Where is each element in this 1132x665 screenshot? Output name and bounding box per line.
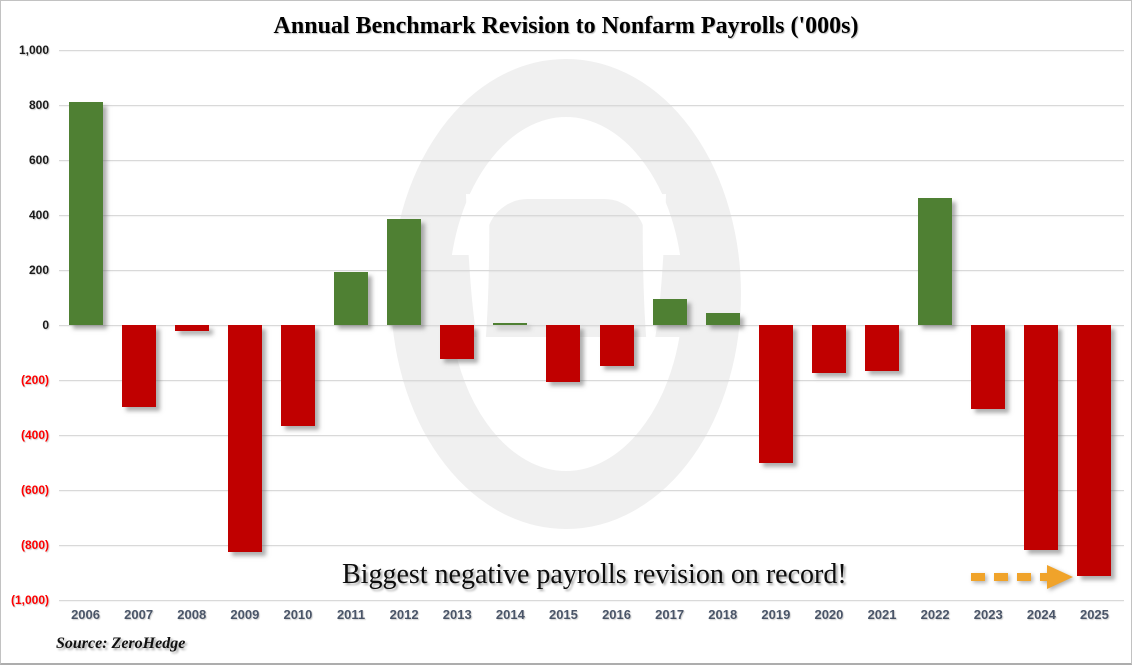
bar-2011: [334, 272, 369, 325]
zerohedge-watermark-logo: [391, 59, 741, 529]
gridline: [59, 325, 1124, 326]
bar-2018: [705, 313, 740, 325]
y-axis-tick-label: 0: [42, 318, 49, 332]
x-axis-tick-label: 2019: [761, 607, 791, 622]
gridline: [59, 435, 1124, 436]
source-credit: Source: ZeroHedge: [56, 635, 186, 652]
x-axis-tick-label: 2022: [920, 607, 950, 622]
bar-2015: [546, 325, 581, 382]
y-axis-tick-label: (1,000): [10, 593, 49, 607]
bar-2022: [918, 197, 953, 325]
y-axis-tick-label: (200): [20, 373, 49, 387]
bar-2007: [121, 325, 156, 407]
bar-2013: [440, 325, 475, 360]
x-axis-tick-label: 2012: [389, 607, 419, 622]
x-axis-tick-label: 2014: [495, 607, 525, 622]
gridline: [59, 600, 1124, 601]
annotation-arrow-icon: [971, 565, 1073, 589]
chart-title: Annual Benchmark Revision to Nonfarm Pay…: [273, 13, 859, 39]
y-axis-tick-label: 600: [28, 153, 49, 167]
bar-2023: [971, 325, 1006, 410]
x-axis-tick-label: 2025: [1079, 607, 1109, 622]
gridline: [59, 160, 1124, 161]
y-axis-tick-label: (400): [20, 428, 49, 442]
gridline: [59, 105, 1124, 106]
x-axis-tick-label: 2024: [1026, 607, 1056, 622]
x-axis-tick-label: 2023: [973, 607, 1003, 622]
bar-2012: [387, 218, 422, 325]
bar-2016: [599, 325, 634, 367]
gridline: [59, 215, 1124, 216]
x-axis-tick-label: 2015: [548, 607, 578, 622]
x-axis-tick-label: 2009: [230, 607, 260, 622]
bar-2024: [1024, 325, 1059, 550]
y-axis-tick-label: 1,000: [18, 43, 49, 57]
bar-2020: [811, 325, 846, 373]
y-axis-tick-label: (600): [20, 483, 49, 497]
bar-2010: [280, 325, 315, 426]
y-axis-tick-label: 800: [28, 98, 49, 112]
bar-2025: [1077, 325, 1112, 576]
annotation-text: Biggest negative payrolls revision on re…: [342, 559, 847, 590]
bar-2019: [758, 325, 793, 463]
x-axis-tick-label: 2018: [708, 607, 738, 622]
x-axis-tick-label: 2017: [655, 607, 685, 622]
x-axis-tick-label: 2021: [867, 607, 897, 622]
bar-2009: [227, 325, 262, 552]
bar-2017: [652, 298, 687, 325]
x-axis-tick-label: 2007: [124, 607, 154, 622]
bar-2021: [865, 325, 900, 371]
gridline: [59, 380, 1124, 381]
x-axis-tick-label: 2016: [602, 607, 631, 622]
y-axis-tick-label: (800): [20, 538, 49, 552]
gridline: [59, 50, 1124, 51]
x-axis-tick-label: 2020: [814, 607, 844, 622]
x-axis-tick-label: 2013: [442, 607, 472, 622]
x-axis-tick-label: 2006: [71, 607, 100, 622]
bar-2008: [174, 325, 209, 331]
y-axis-tick-label: 200: [28, 263, 49, 277]
y-axis-tick-label: 400: [28, 208, 49, 222]
gridline: [59, 270, 1124, 271]
bar-2006: [68, 102, 103, 325]
gridline: [59, 545, 1124, 546]
x-axis-tick-label: 2010: [283, 607, 313, 622]
bar-2014: [493, 323, 528, 325]
x-axis-tick-label: 2011: [336, 607, 366, 622]
gridline: [59, 490, 1124, 491]
x-axis-tick-label: 2008: [177, 607, 207, 622]
